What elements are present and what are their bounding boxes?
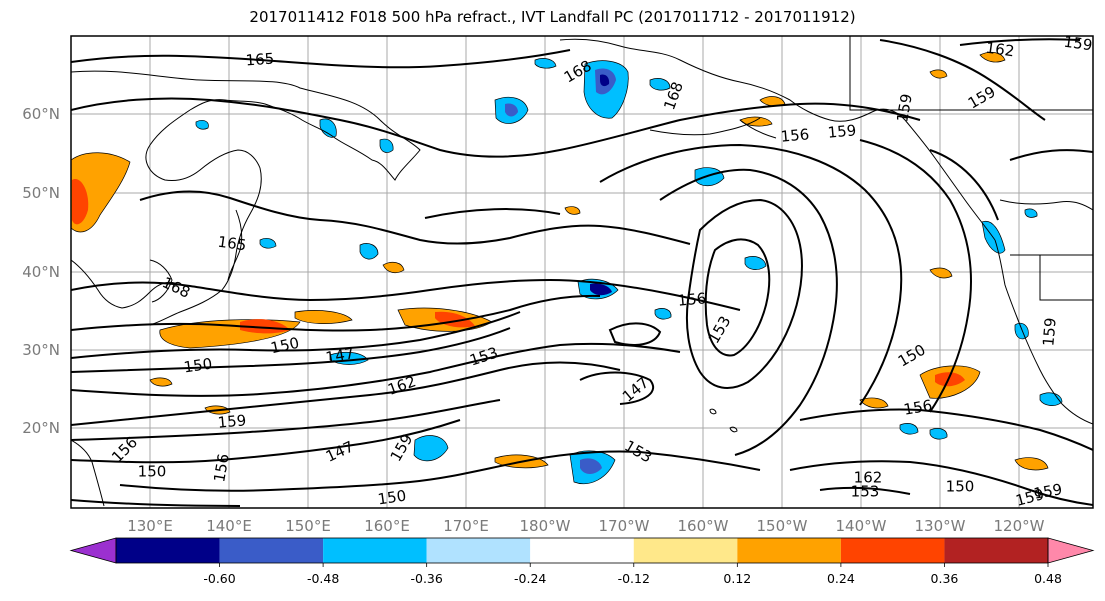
contour-label: 162 bbox=[854, 469, 883, 487]
latitude-labels: 20°N 30°N 40°N 50°N 60°N bbox=[22, 105, 60, 437]
contour-label: 159 bbox=[1014, 485, 1046, 510]
lon-tick-label: 160°E bbox=[364, 517, 410, 535]
contour-label: 162 bbox=[985, 39, 1016, 61]
colorbar-tick-label: -0.36 bbox=[410, 571, 442, 586]
lat-tick-label: 40°N bbox=[22, 263, 60, 281]
colorbar: -0.60 -0.48 -0.36 -0.24 -0.12 0.12 0.24 0.36 0.4… bbox=[69, 537, 1095, 586]
lon-tick-label: 150°E bbox=[285, 517, 331, 535]
coastlines bbox=[71, 36, 1093, 507]
colorbar-tick-label: 0.24 bbox=[827, 571, 855, 586]
contour-label: 159 bbox=[893, 92, 916, 123]
lon-tick-label: 160°W bbox=[678, 517, 729, 535]
contour-label: 156 bbox=[210, 452, 233, 483]
colorbar-segment bbox=[633, 538, 738, 563]
lon-tick-label: 150°W bbox=[757, 517, 808, 535]
contour-label: 165 bbox=[217, 233, 248, 255]
colorbar-outline bbox=[115, 537, 1049, 564]
contour-label: 156 bbox=[902, 396, 933, 419]
colorbar-tick-label: 0.36 bbox=[931, 571, 959, 586]
lon-tick-label: 170°W bbox=[599, 517, 650, 535]
contour-label: 165 bbox=[245, 50, 275, 70]
map-frame bbox=[70, 35, 1094, 509]
lon-tick-label: 140°W bbox=[836, 517, 887, 535]
lat-tick-label: 60°N bbox=[22, 105, 60, 123]
colorbar-tick-label: -0.48 bbox=[307, 571, 339, 586]
colorbar-segment bbox=[1047, 537, 1095, 564]
colorbar-tick-label: -0.60 bbox=[203, 571, 235, 586]
colorbar-segment bbox=[426, 538, 531, 563]
lon-tick-label: 120°W bbox=[994, 517, 1045, 535]
height-contours bbox=[71, 38, 1093, 507]
colorbar-segment bbox=[737, 538, 841, 563]
contour-label: 150 bbox=[269, 334, 301, 358]
contour-label: 159 bbox=[217, 411, 247, 431]
contour-label: 153 bbox=[851, 483, 880, 501]
colorbar-tick-label: -0.12 bbox=[618, 571, 650, 586]
lat-tick-label: 50°N bbox=[22, 184, 60, 202]
contour-label: 150 bbox=[376, 487, 407, 509]
colorbar-segment bbox=[323, 538, 427, 563]
contour-label: 156 bbox=[677, 289, 707, 309]
map-title: 2017011412 F018 500 hPa refract., IVT La… bbox=[249, 8, 856, 26]
lon-tick-label: 130°W bbox=[915, 517, 966, 535]
colorbar-segment bbox=[530, 538, 634, 563]
colorbar-segment bbox=[944, 538, 1048, 563]
lat-tick-label: 20°N bbox=[22, 419, 60, 437]
graticule bbox=[71, 36, 1093, 508]
longitude-labels: 130°E 140°E 150°E 160°E 170°E 180°W 170°W 160°W… bbox=[127, 517, 1044, 535]
lon-tick-label: 170°E bbox=[443, 517, 489, 535]
contour-label: 156 bbox=[780, 125, 810, 145]
colorbar-segment bbox=[840, 538, 945, 563]
lon-tick-label: 180°W bbox=[520, 517, 571, 535]
colorbar-segment bbox=[219, 538, 324, 563]
lat-tick-label: 30°N bbox=[22, 341, 60, 359]
contour-label: 150 bbox=[946, 478, 975, 496]
contour-label: 159 bbox=[827, 121, 857, 141]
contour-label: 159 bbox=[1063, 33, 1094, 55]
contour-label: 159 bbox=[1032, 480, 1063, 503]
lon-tick-label: 140°E bbox=[206, 517, 252, 535]
colorbar-tick-label: -0.24 bbox=[514, 571, 546, 586]
colorbar-tick-label: 0.12 bbox=[723, 571, 751, 586]
lon-tick-label: 130°E bbox=[127, 517, 173, 535]
contour-label: 150 bbox=[138, 463, 167, 481]
contour-label: 147 bbox=[324, 344, 355, 367]
colorbar-segment bbox=[116, 538, 220, 563]
contour-label: 159 bbox=[1039, 317, 1059, 347]
colorbar-segment bbox=[69, 537, 117, 564]
contour-label: 150 bbox=[182, 355, 213, 377]
colorbar-tick-label: 0.48 bbox=[1034, 571, 1062, 586]
